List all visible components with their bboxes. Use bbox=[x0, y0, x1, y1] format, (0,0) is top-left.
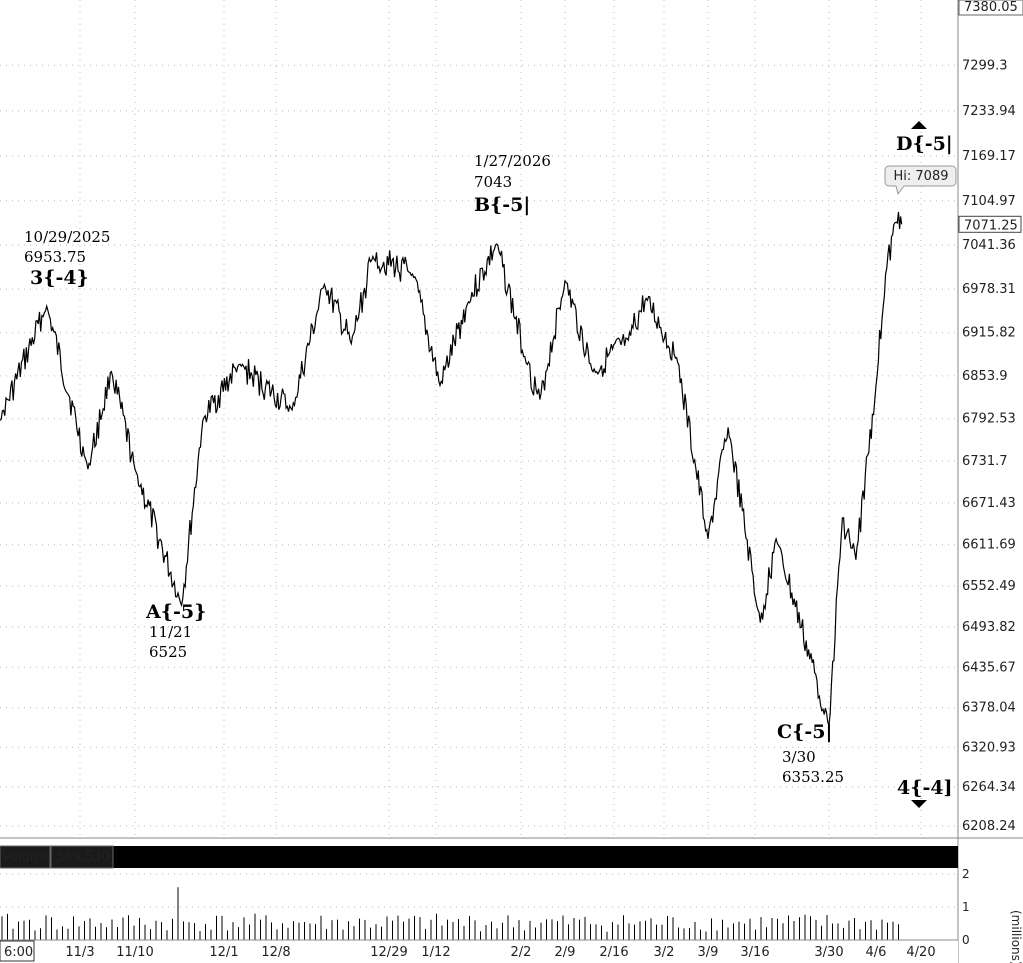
annotation-b-value: 7043 bbox=[474, 173, 512, 191]
date-tick-label: 2/16 bbox=[599, 945, 628, 960]
price-tick-label: 6264.34 bbox=[962, 780, 1016, 795]
annotation-3-wave: 3{-4} bbox=[30, 267, 89, 289]
price-tick-label: 6611.69 bbox=[962, 538, 1016, 553]
annotation-a-date: 11/21 bbox=[149, 623, 192, 641]
date-tick-label: 11/10 bbox=[116, 945, 153, 960]
volume-value: 589,530 bbox=[56, 850, 110, 865]
volume-tick-label: 0 bbox=[962, 933, 970, 947]
volume-header-bar bbox=[0, 846, 958, 868]
date-tick-label: 3/30 bbox=[814, 945, 843, 960]
price-tick-label: 6792.53 bbox=[962, 412, 1016, 427]
date-tick-label: 4/20 bbox=[906, 945, 935, 960]
volume-label-box bbox=[0, 845, 51, 869]
volume-tick-label: 2 bbox=[962, 867, 970, 881]
date-cursor-label: 6:00 bbox=[4, 945, 33, 960]
date-tick-label: 3/16 bbox=[740, 945, 769, 960]
date-tick-label: 11/3 bbox=[65, 945, 94, 960]
date-tick-label: 2/2 bbox=[511, 945, 532, 960]
price-tick-label: 7041.36 bbox=[962, 238, 1016, 253]
price-tick-label: 6552.49 bbox=[962, 579, 1016, 594]
annotation-b-wave: B{-5| bbox=[474, 194, 530, 216]
price-tick-label: 6320.93 bbox=[962, 740, 1016, 755]
annotation-d-wave: D{-5| bbox=[896, 133, 953, 155]
price-tick-label: 6493.82 bbox=[962, 620, 1016, 635]
hi-callout-bubble bbox=[884, 165, 957, 196]
date-cursor-box bbox=[0, 940, 35, 962]
hi-callout-label: Hi: 7089 bbox=[894, 169, 949, 184]
annotation-c-wave: C{-5| bbox=[777, 721, 832, 743]
date-tick-label: 12/29 bbox=[370, 945, 407, 960]
price-tick-label: 7104.97 bbox=[962, 194, 1016, 209]
annotation-a-value: 6525 bbox=[149, 643, 187, 661]
price-series-line bbox=[0, 211, 903, 728]
top-price-label: 7380.05 bbox=[964, 0, 1018, 15]
date-tick-label: 4/6 bbox=[866, 945, 887, 960]
down-arrow-icon bbox=[911, 800, 927, 808]
date-axis-band bbox=[0, 940, 958, 963]
annotation-3-value: 6953.75 bbox=[24, 248, 86, 266]
annotation-c-date: 3/30 bbox=[782, 748, 816, 766]
date-tick-label: 3/2 bbox=[654, 945, 675, 960]
annotation-c-value: 6353.25 bbox=[782, 768, 844, 786]
volume-tick-label: 1 bbox=[962, 900, 970, 914]
up-arrow-icon bbox=[911, 121, 927, 129]
last-price-label: 7071.25 bbox=[964, 218, 1018, 233]
last-price-box bbox=[958, 215, 1022, 233]
annotation-a-wave: A{-5} bbox=[145, 601, 206, 623]
volume-label: Volume bbox=[2, 850, 50, 865]
date-tick-label: 12/8 bbox=[261, 945, 290, 960]
price-tick-label: 6671.43 bbox=[962, 496, 1016, 511]
date-tick-label: 1/12 bbox=[421, 945, 450, 960]
top-price-box bbox=[958, 0, 1023, 16]
date-tick-label: 3/9 bbox=[698, 945, 719, 960]
price-tick-label: 6978.31 bbox=[962, 282, 1016, 297]
price-tick-label: 6378.04 bbox=[962, 701, 1016, 716]
price-tick-label: 7233.94 bbox=[962, 104, 1016, 119]
annotation-b-date: 1/27/2026 bbox=[474, 152, 551, 170]
price-tick-label: 6915.82 bbox=[962, 326, 1016, 341]
price-tick-label: 7299.3 bbox=[962, 58, 1008, 73]
price-tick-label: 6435.67 bbox=[962, 660, 1016, 675]
price-tick-label: 6731.7 bbox=[962, 454, 1008, 469]
price-tick-label: 6208.24 bbox=[962, 819, 1016, 834]
annotation-3-date: 10/29/2025 bbox=[24, 228, 110, 246]
volume-value-box bbox=[50, 845, 114, 869]
annotation-4-wave: 4{-4] bbox=[897, 777, 953, 799]
date-tick-label: 2/9 bbox=[555, 945, 576, 960]
price-tick-label: 6853.9 bbox=[962, 369, 1008, 384]
date-tick-label: 12/1 bbox=[209, 945, 238, 960]
volume-unit-label: (millions) bbox=[1009, 910, 1023, 963]
price-tick-label: 7169.17 bbox=[962, 149, 1016, 164]
